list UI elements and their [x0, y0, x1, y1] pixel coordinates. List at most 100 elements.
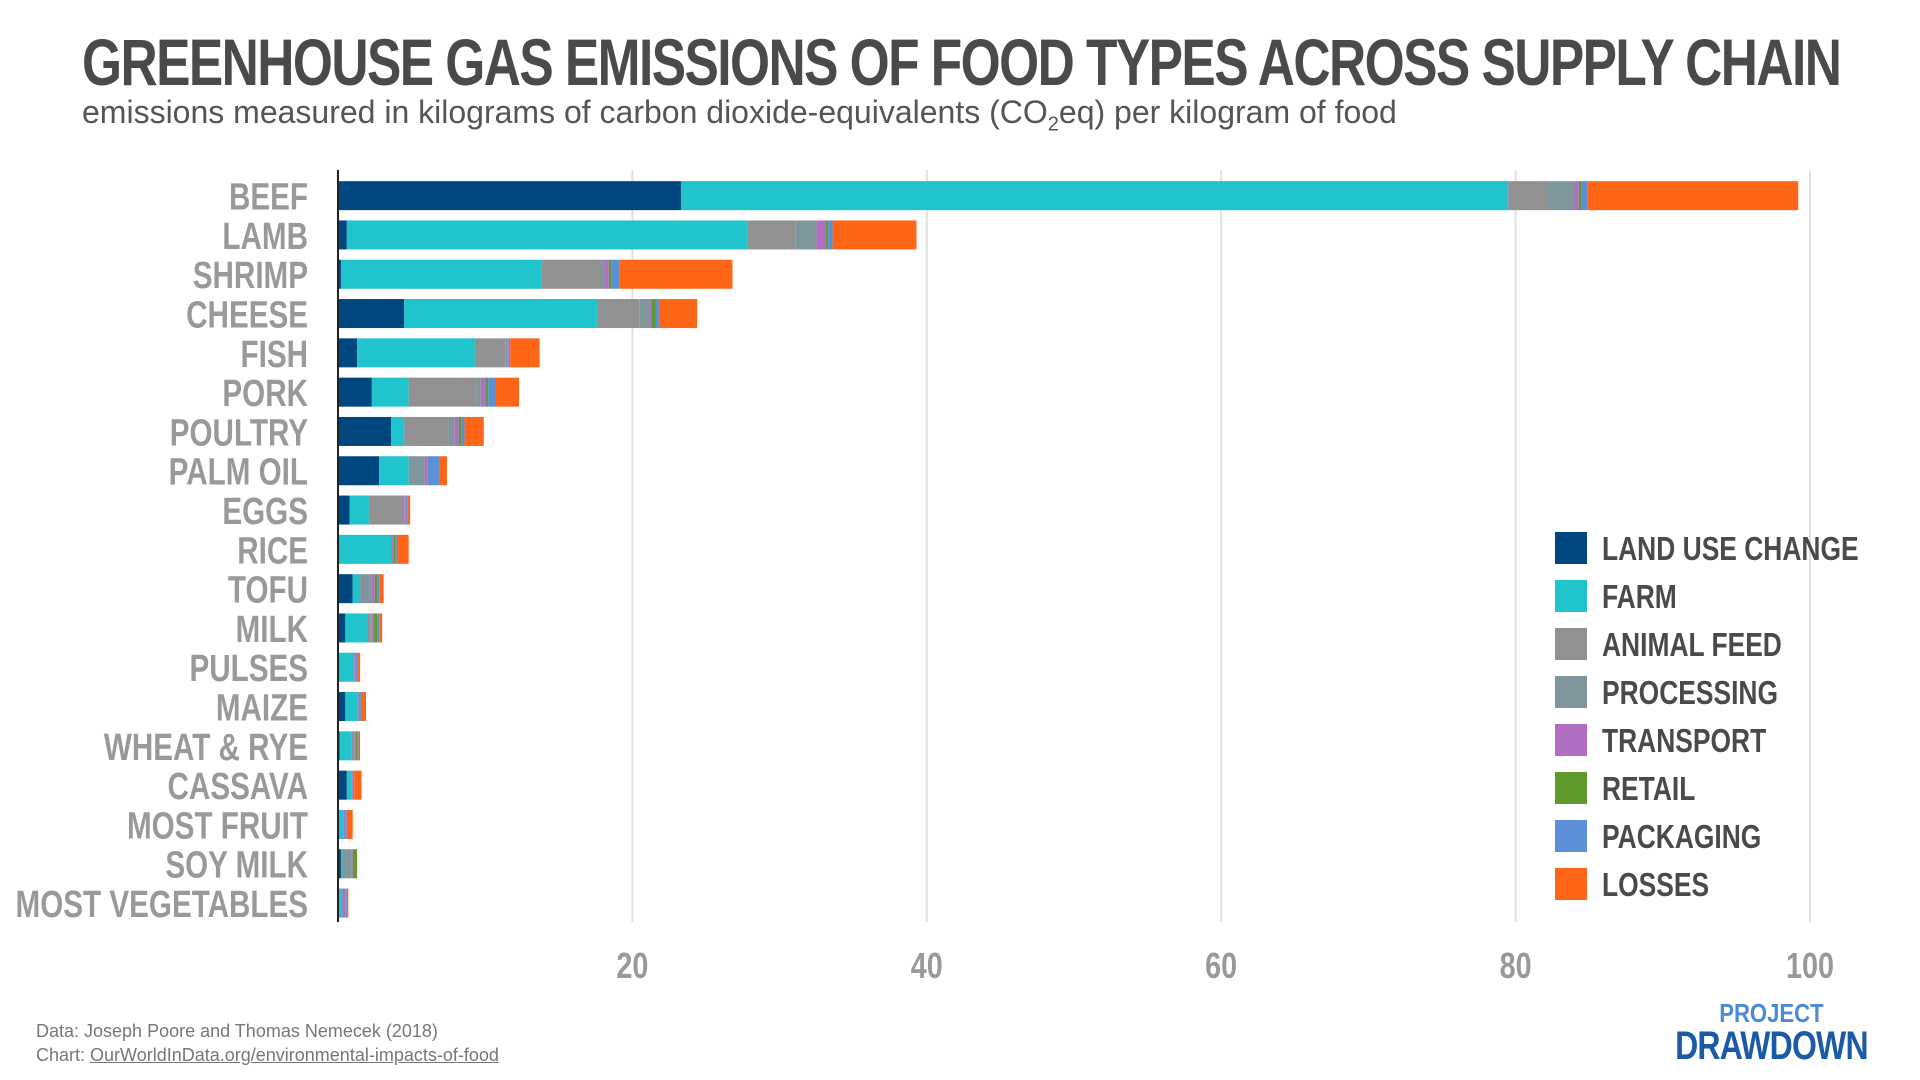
bar-cheese-processing	[639, 299, 651, 329]
bar-beef-losses	[1587, 181, 1799, 211]
bar-cheese-losses	[658, 299, 698, 329]
bar-eggs-transport	[404, 495, 406, 525]
category-label: MOST VEGETABLES	[16, 884, 308, 926]
bar-poultry-land-use-change	[338, 416, 391, 446]
bar-cheese-retail	[651, 299, 656, 329]
bar-soy-milk-processing	[342, 849, 352, 879]
subtitle-text-post: eq) per kilogram of food	[1058, 94, 1397, 130]
legend-label: RETAIL	[1602, 771, 1695, 807]
chart-credit-prefix: Chart:	[36, 1045, 91, 1065]
bar-beef-processing	[1547, 181, 1575, 211]
category-label: PULSES	[189, 648, 308, 690]
bar-poultry-processing	[448, 416, 455, 446]
bar-soy-milk-farm	[340, 849, 343, 879]
bar-rice-processing	[390, 534, 393, 564]
bar-beef-farm	[680, 181, 1509, 211]
bar-pork-transport	[480, 377, 486, 407]
bar-shrimp-packaging	[611, 259, 620, 289]
bar-milk-land-use-change	[338, 613, 346, 643]
category-label: MOST FRUIT	[127, 805, 308, 847]
bar-poultry-losses	[464, 416, 484, 446]
category-label: SOY MILK	[165, 844, 308, 886]
bar-lamb-land-use-change	[338, 220, 347, 250]
category-label: RICE	[237, 530, 308, 572]
bar-fish-animal-feed	[474, 338, 506, 368]
bar-shrimp-land-use-change	[338, 259, 341, 289]
bar-eggs-packaging	[405, 495, 408, 525]
bar-milk-retail	[373, 613, 378, 643]
bar-cassava-transport	[351, 770, 353, 800]
bar-eggs-farm	[349, 495, 369, 525]
bar-palm-oil-packaging	[427, 456, 440, 486]
x-tick-label: 40	[911, 945, 943, 986]
category-label: POULTRY	[170, 412, 308, 454]
chart-credit: Chart: OurWorldInData.org/environmental-…	[36, 1045, 499, 1066]
bar-pork-packaging	[488, 377, 496, 407]
bar-rice-farm	[338, 534, 391, 564]
category-label: BEEF	[229, 176, 308, 218]
category-label: LAMB	[222, 215, 308, 257]
bar-pork-processing	[476, 377, 481, 407]
bar-wheat-rye-packaging	[357, 731, 359, 761]
bar-maize-transport	[358, 692, 361, 722]
bar-tofu-processing	[360, 574, 372, 604]
bar-cheese-packaging	[655, 299, 659, 329]
bar-cheese-transport	[650, 299, 652, 329]
bar-lamb-losses	[832, 220, 917, 250]
category-label: TOFU	[228, 569, 308, 611]
bar-pork-land-use-change	[338, 377, 372, 407]
bar-wheat-rye-transport	[354, 731, 356, 761]
bar-cheese-farm	[404, 299, 598, 329]
bar-tofu-packaging	[377, 574, 380, 604]
bar-palm-oil-processing	[408, 456, 425, 486]
project-drawdown-logo: PROJECT DRAWDOWN	[1651, 1000, 1892, 1066]
category-label: PORK	[222, 373, 308, 415]
legend-swatch-retail	[1555, 772, 1587, 804]
bar-soy-milk-land-use-change	[338, 849, 341, 879]
bar-lamb-animal-feed	[747, 220, 796, 250]
bar-eggs-animal-feed	[368, 495, 405, 525]
bar-palm-oil-land-use-change	[338, 456, 380, 486]
bar-cassava-packaging	[352, 770, 355, 800]
bar-lamb-farm	[346, 220, 748, 250]
legend-swatch-processing	[1555, 676, 1587, 708]
x-tick-label: 60	[1205, 945, 1237, 986]
bar-shrimp-losses	[619, 259, 733, 289]
bar-fish-losses	[510, 338, 540, 368]
bar-pork-farm	[371, 377, 409, 407]
bar-fish-processing	[505, 338, 508, 368]
category-label: CHEESE	[186, 294, 308, 336]
bar-maize-land-use-change	[338, 692, 346, 722]
bar-lamb-retail	[825, 220, 829, 250]
bar-fish-farm	[357, 338, 475, 368]
bar-maize-farm	[345, 692, 358, 722]
bar-milk-farm	[345, 613, 368, 643]
logo-line-1: PROJECT	[1719, 998, 1824, 1028]
bar-beef-packaging	[1581, 181, 1588, 211]
bar-milk-processing	[370, 613, 372, 643]
bar-maize-packaging	[360, 692, 362, 722]
bar-milk-losses	[379, 613, 383, 643]
category-label: CASSAVA	[168, 766, 308, 808]
chart-subtitle: emissions measured in kilograms of carbo…	[82, 94, 1397, 136]
bar-beef-animal-feed	[1508, 181, 1548, 211]
bar-rice-packaging	[395, 534, 397, 564]
bar-palm-oil-farm	[379, 456, 409, 486]
bar-palm-oil-losses	[439, 456, 447, 486]
bar-cassava-losses	[354, 770, 362, 800]
logo-line-2: DRAWDOWN	[1675, 1024, 1868, 1068]
legend-label: FARM	[1602, 579, 1677, 615]
bar-tofu-transport	[371, 574, 375, 604]
chart-credit-link[interactable]: OurWorldInData.org/environmental-impacts…	[90, 1045, 499, 1065]
bar-lamb-transport	[816, 220, 826, 250]
bar-cheese-land-use-change	[338, 299, 405, 329]
subtitle-text-pre: emissions measured in kilograms of carbo…	[82, 94, 1048, 130]
bar-maize-processing	[357, 692, 359, 722]
bar-tofu-losses	[379, 574, 384, 604]
bar-most-fruit-packaging	[345, 809, 347, 839]
x-tick-label: 20	[616, 945, 648, 986]
legend-label: ANIMAL FEED	[1602, 627, 1782, 663]
legend-swatch-farm	[1555, 580, 1587, 612]
bar-lamb-processing	[795, 220, 817, 250]
bar-eggs-land-use-change	[338, 495, 350, 525]
